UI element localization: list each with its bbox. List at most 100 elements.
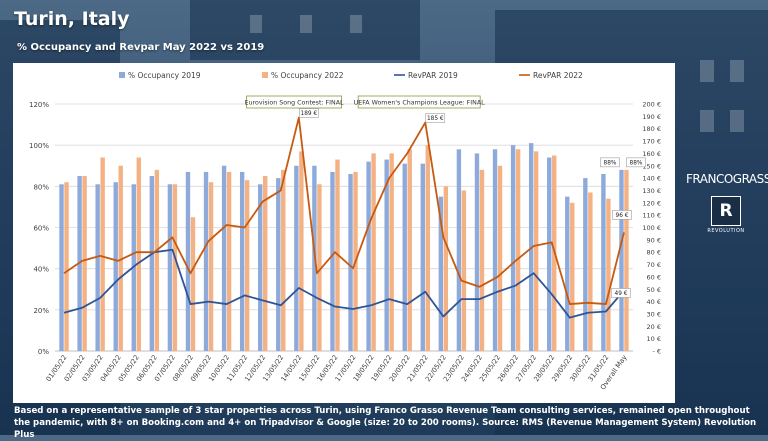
right-axis-tick-label: 200 € xyxy=(642,101,661,109)
right-axis-tick-label: 110 € xyxy=(642,212,661,220)
bar-occupancy-2019 xyxy=(239,171,245,351)
bar-occupancy-2019 xyxy=(113,182,118,351)
bar-occupancy-2022 xyxy=(497,165,503,351)
right-axis-tick-label: 180 € xyxy=(642,125,661,133)
right-axis-tick-label: 130 € xyxy=(642,187,661,195)
bar-occupancy-2022 xyxy=(461,190,467,351)
bar-occupancy-2019 xyxy=(59,184,64,351)
bar-occupancy-2019 xyxy=(330,171,335,351)
right-axis-tick-label: 30 € xyxy=(647,310,661,318)
bar-occupancy-2019 xyxy=(384,159,389,351)
data-label-box xyxy=(612,210,632,220)
right-axis-tick-label: 140 € xyxy=(642,175,661,183)
page-title: Turin, Italy xyxy=(14,8,130,30)
bar-occupancy-2022 xyxy=(208,182,214,351)
right-axis-tick-label: 80 € xyxy=(647,249,661,257)
data-label: 96 € xyxy=(616,213,629,219)
bar-occupancy-2022 xyxy=(100,157,105,351)
bar-occupancy-2022 xyxy=(389,153,394,351)
bar-occupancy-2019 xyxy=(438,196,444,351)
right-axis-tick-label: 40 € xyxy=(647,298,661,306)
bar-occupancy-2019 xyxy=(420,163,425,351)
left-axis-tick-label: 120% xyxy=(29,101,49,109)
revolution-logo-icon: R xyxy=(711,196,741,226)
left-axis-tick-label: 0% xyxy=(38,348,49,356)
bar-occupancy-2019 xyxy=(276,178,281,351)
bar-occupancy-2019 xyxy=(167,184,173,351)
bar-occupancy-2022 xyxy=(244,180,250,351)
background-window xyxy=(730,110,744,132)
right-axis-tick-label: 90 € xyxy=(647,236,661,244)
bar-occupancy-2019 xyxy=(456,149,462,351)
event-annotation-label: UEFA Women's Champions League: FINAL xyxy=(354,100,486,107)
bar-occupancy-2019 xyxy=(258,184,263,351)
bar-occupancy-2019 xyxy=(366,161,371,351)
left-axis-tick-label: 100% xyxy=(29,142,49,150)
bar-occupancy-2019 xyxy=(547,157,552,351)
footer-note: Based on a representative sample of 3 st… xyxy=(14,406,757,440)
bar-occupancy-2022 xyxy=(299,151,304,351)
bar-occupancy-2019 xyxy=(601,173,606,351)
bar-occupancy-2019 xyxy=(619,169,624,351)
data-label-box xyxy=(299,108,319,118)
right-axis-tick-label: 150 € xyxy=(642,162,661,170)
bar-occupancy-2019 xyxy=(294,165,299,351)
bar-occupancy-2022 xyxy=(64,182,69,351)
legend-swatch xyxy=(262,72,268,78)
left-axis-tick-label: 40% xyxy=(33,266,49,274)
bar-occupancy-2019 xyxy=(185,171,191,351)
bar-occupancy-2019 xyxy=(348,173,353,351)
bar-occupancy-2019 xyxy=(95,184,100,351)
bar-occupancy-2022 xyxy=(281,169,286,351)
series-line-revpar-2022 xyxy=(63,116,625,305)
event-annotation-box xyxy=(246,95,342,109)
bar-occupancy-2019 xyxy=(565,196,570,351)
legend-label: % Occupancy 2022 xyxy=(271,71,344,80)
right-axis-tick-label: 100 € xyxy=(642,224,661,232)
right-axis-tick-label: 50 € xyxy=(647,286,661,294)
data-label-box xyxy=(626,157,646,168)
right-axis-tick-label: 170 € xyxy=(642,138,661,146)
background-window xyxy=(730,60,744,82)
left-axis-tick-label: 20% xyxy=(33,307,49,315)
data-label: 185 € xyxy=(427,116,444,122)
right-axis-tick-label: 10 € xyxy=(647,335,661,343)
logo-subtitle: REVOLUTION xyxy=(707,228,745,234)
background-window xyxy=(350,15,362,33)
legend-label: RevPAR 2019 xyxy=(408,71,458,80)
bar-occupancy-2022 xyxy=(588,192,593,351)
bar-occupancy-2022 xyxy=(154,169,160,351)
legend-label: RevPAR 2022 xyxy=(533,71,583,80)
right-axis-tick-label: 70 € xyxy=(647,261,661,269)
event-annotation-label: Eurovision Song Contest: FINAL xyxy=(245,100,344,107)
bar-occupancy-2022 xyxy=(118,165,123,351)
legend-swatch xyxy=(119,72,125,78)
right-axis-tick-label: 120 € xyxy=(642,199,661,207)
data-label-box xyxy=(600,157,620,168)
chart: 0% 20% 40% 60% 80% 100% 120% - € 10 € 20 € 30 € 40 … xyxy=(29,71,661,391)
series-line-revpar-2019 xyxy=(63,248,625,319)
left-axis-tick-label: 60% xyxy=(33,225,49,233)
page-subtitle: % Occupancy and Revpar May 2022 vs 2019 xyxy=(17,42,265,53)
brand-logo: FRANCOGRASSO R REVOLUTION xyxy=(686,172,768,234)
bar-occupancy-2022 xyxy=(226,171,232,351)
background-window xyxy=(700,60,714,82)
bar-occupancy-2019 xyxy=(203,171,209,351)
bar-occupancy-2022 xyxy=(407,149,412,351)
background-window xyxy=(700,110,714,132)
bar-occupancy-2022 xyxy=(425,145,430,351)
data-label-box xyxy=(611,288,631,298)
bar-occupancy-2022 xyxy=(190,217,196,351)
background-window xyxy=(250,15,262,33)
brand-name: FRANCOGRASSO xyxy=(686,172,768,186)
bar-occupancy-2019 xyxy=(492,149,498,351)
right-axis-tick-label: 60 € xyxy=(647,273,661,281)
logo-mark: R xyxy=(719,201,733,221)
bar-occupancy-2019 xyxy=(221,165,227,351)
right-axis-tick-label: 20 € xyxy=(647,323,661,331)
bar-occupancy-2019 xyxy=(149,176,155,351)
chart-panel: 0% 20% 40% 60% 80% 100% 120% - € 10 € 20 € 30 € 40 … xyxy=(13,63,675,403)
bar-occupancy-2019 xyxy=(474,153,480,351)
bar-occupancy-2022 xyxy=(624,169,629,351)
bar-occupancy-2022 xyxy=(606,198,611,351)
